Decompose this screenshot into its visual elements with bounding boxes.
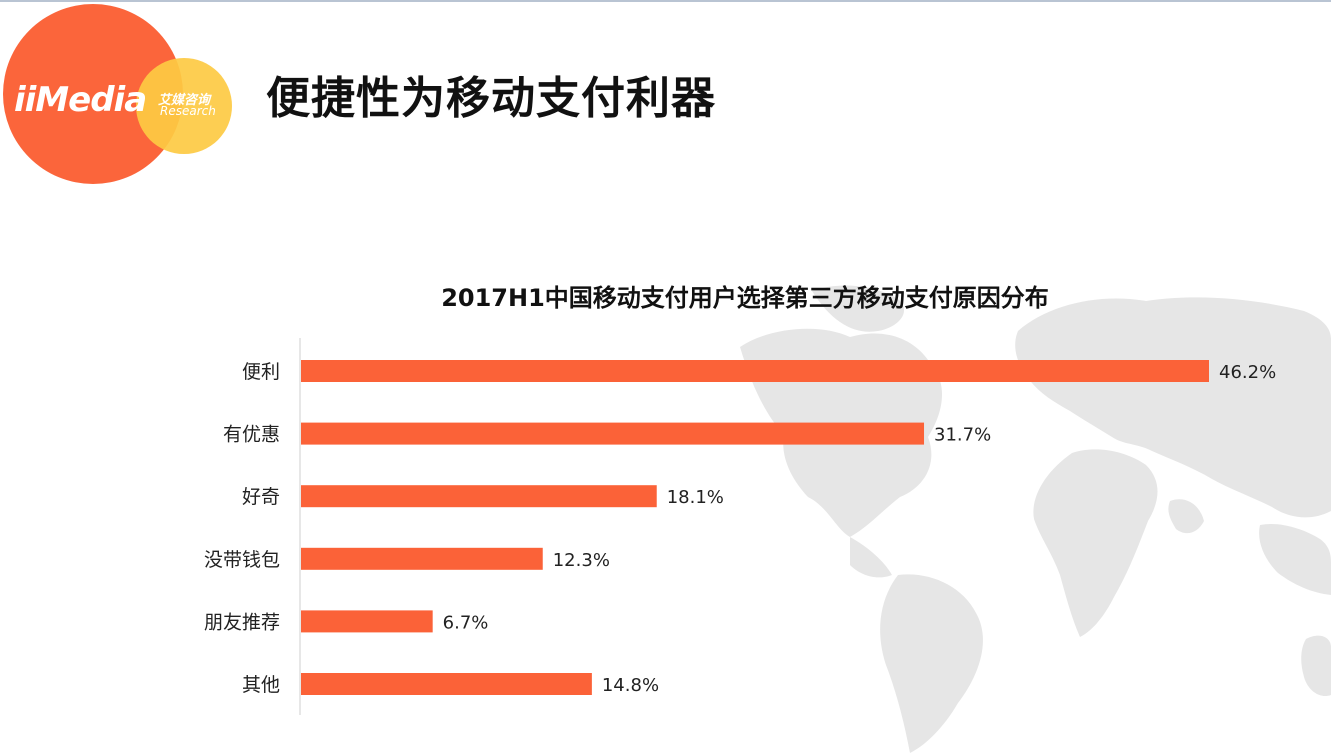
bar: [301, 547, 543, 570]
bar: [301, 673, 592, 695]
chart-title: 2017H1中国移动支付用户选择第三方移动支付原因分布: [441, 284, 1049, 312]
page-title: 便捷性为移动支付利器: [266, 73, 716, 124]
logo-circle-small: [136, 58, 232, 154]
iimedia-logo: iiMedia 艾媒咨询 Research: [0, 0, 240, 190]
bars-group: 便利 46.2% 有优惠 31.7% 好奇 18.1% 没带钱包 12.3% 朋友推荐 6.7% 其…: [204, 360, 1276, 696]
bar: [301, 360, 1209, 382]
category-label: 好奇: [242, 486, 280, 508]
category-label: 便利: [242, 361, 280, 383]
category-label: 有优惠: [223, 424, 280, 446]
bar: [301, 610, 433, 633]
value-label: 18.1%: [667, 487, 724, 508]
top-rule: [0, 0, 1331, 2]
category-label: 没带钱包: [204, 549, 280, 571]
category-label: 其他: [242, 674, 280, 696]
value-label: 6.7%: [443, 612, 489, 633]
value-label: 31.7%: [934, 425, 991, 446]
logo-en-text: Research: [160, 104, 216, 118]
value-label: 12.3%: [553, 550, 610, 571]
value-label: 46.2%: [1219, 362, 1276, 383]
value-label: 14.8%: [602, 675, 659, 696]
category-label: 朋友推荐: [204, 611, 280, 633]
logo-mark-text: iiMedia: [14, 80, 147, 120]
bar: [301, 485, 657, 508]
bar: [301, 422, 925, 445]
logo-cn-text: 艾媒咨询: [158, 93, 211, 108]
